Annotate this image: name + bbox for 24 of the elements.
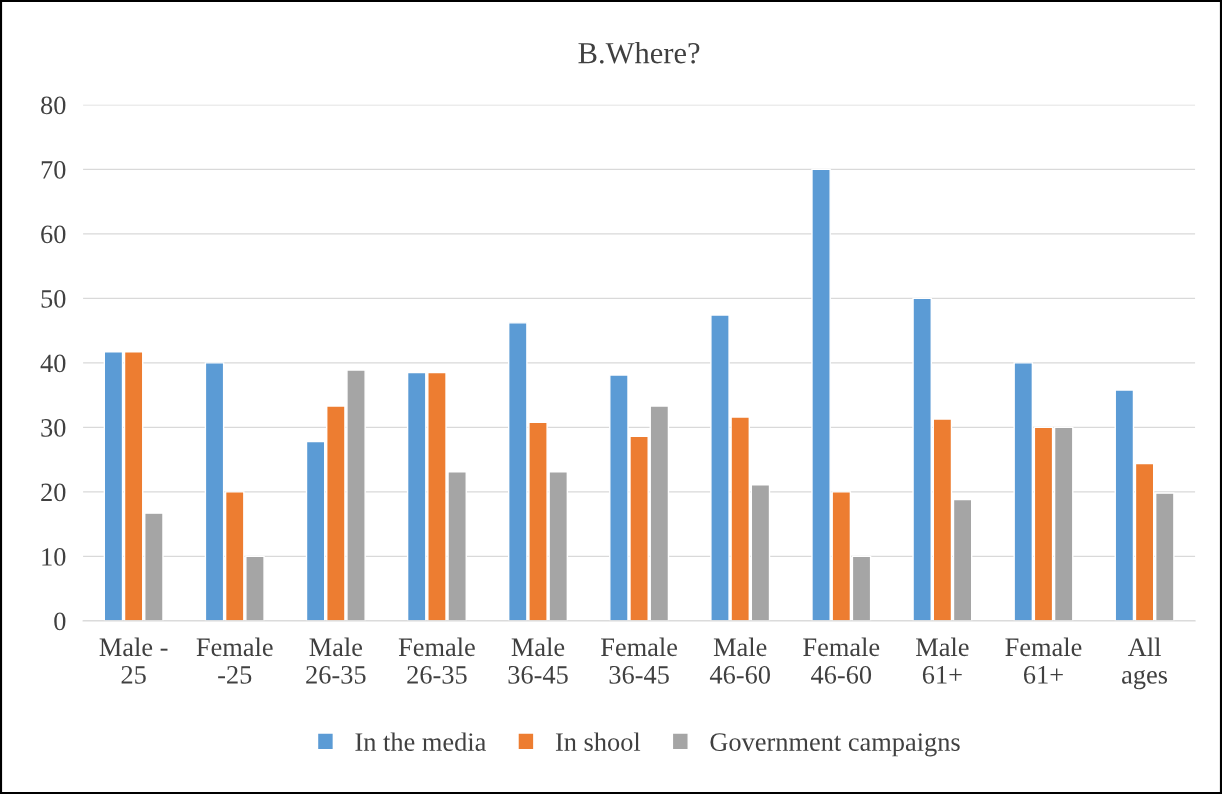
y-tick-label: 20	[41, 483, 66, 502]
legend-label: In the media	[355, 732, 486, 751]
legend-label: Government campaigns	[710, 733, 960, 757]
x-tick-label: Male 46-60	[709, 637, 770, 684]
x-tick-label: Female 61+	[1005, 637, 1082, 684]
x-tick-label: Male 36-45	[508, 637, 568, 684]
y-tick-label: 60	[41, 225, 66, 244]
y-tick-label: 0	[54, 612, 66, 631]
x-tick-label: Male 26-35	[306, 637, 366, 684]
x-tick-label: Female 36-45	[601, 637, 678, 684]
x-tick-label: Female -25	[196, 637, 273, 684]
y-tick-label: 30	[41, 418, 66, 437]
x-tick-label: All ages	[1122, 637, 1168, 690]
x-tick-label: Female 46-60	[803, 637, 880, 684]
x-tick-label: Male 61+	[916, 637, 969, 684]
chart-title: B.Where?	[578, 41, 700, 64]
y-tick-label: 50	[41, 289, 66, 308]
legend-label: In shool	[555, 732, 641, 751]
x-tick-label: Male - 25	[99, 637, 168, 684]
y-tick-label: 40	[40, 354, 66, 373]
x-tick-label: Female 26-35	[398, 637, 475, 684]
y-tick-label: 10	[42, 548, 66, 566]
y-tick-label: 80	[41, 96, 66, 115]
y-tick-label: 70	[41, 160, 66, 179]
